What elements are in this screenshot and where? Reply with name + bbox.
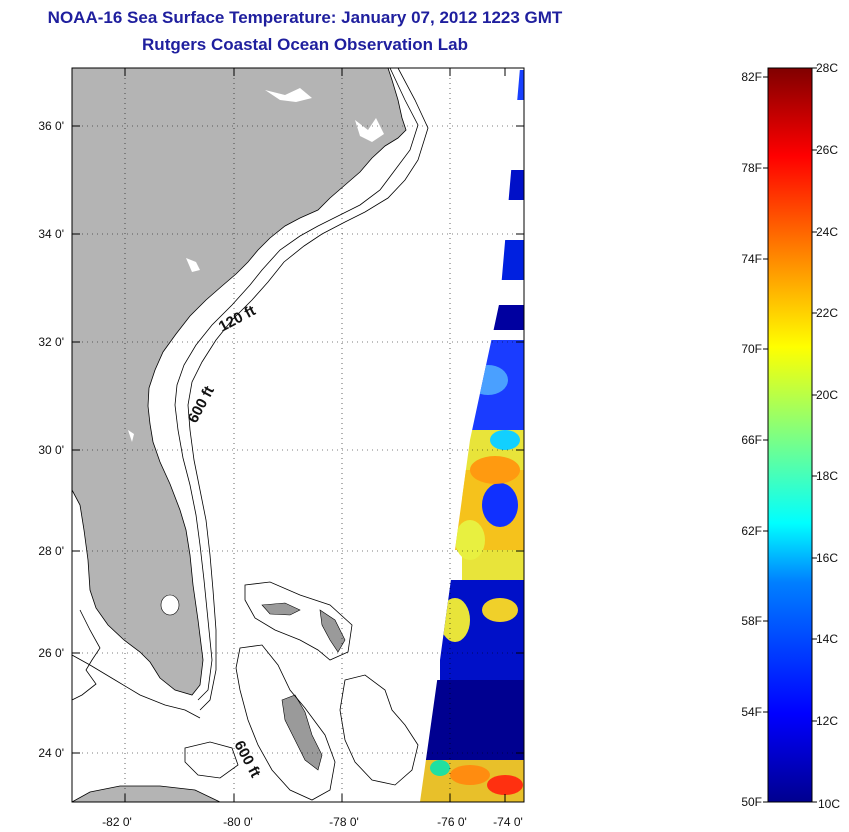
lat-label-28: 28 0' [38,544,64,558]
map-title: NOAA-16 Sea Surface Temperature: January… [47,8,563,27]
graticule [72,68,524,802]
contour-keys [72,654,201,719]
colorbar-f-58: 58F [741,614,762,628]
contour-east-bank [339,674,419,786]
contour-west-florida [72,609,101,701]
axis-ticks [72,68,524,802]
colorbar-c-18: 18C [816,469,838,483]
sound-4 [128,430,134,442]
map-subtitle: Rutgers Coastal Ocean Observation Lab [142,35,468,54]
colorbar-f-78: 78F [741,161,762,175]
lat-label-32: 32 0' [38,335,64,349]
colorbar-f-66: 66F [741,433,762,447]
map-frame [71,67,525,803]
land-bahamas-andros [281,694,323,771]
contour-bahamas-bank [244,581,353,661]
lat-label-26: 26 0' [38,646,64,660]
contour-great-bahama-bank [235,644,336,801]
colorbar-f-74: 74F [741,252,762,266]
land-cuba [72,785,221,802]
colorbar-c-20: 20C [816,388,838,402]
colorbar-gradient [767,67,813,803]
contour-cay-sal [184,741,239,779]
lon-label-74: -74 0' [493,815,523,829]
colorbar-f-70: 70F [741,342,762,356]
colorbar-c-26: 26C [816,143,838,157]
lon-label-82: -82 0' [102,815,132,829]
lake-okeechobee [160,594,180,616]
colorbar-c-28: 28C [816,61,838,75]
colorbar-c-16: 16C [816,551,838,565]
contour-600ft [187,68,429,711]
lon-label-76: -76 0' [437,815,467,829]
lon-label-80: -80 0' [223,815,253,829]
colorbar-f-62: 62F [741,524,762,538]
bathymetry-contours [72,68,429,801]
contour-120ft [174,68,419,701]
colorbar: 82F 78F 74F 70F 66F 62F 58F 54F 50F 28C … [741,61,840,811]
lat-label-30: 30 0' [38,443,64,457]
sound-1 [265,88,312,102]
lon-label-78: -78 0' [329,815,359,829]
sound-2 [355,118,384,142]
lat-label-24: 24 0' [38,746,64,760]
land-bahamas-abaco [319,609,346,653]
colorbar-c-24: 24C [816,225,838,239]
sound-3 [186,258,200,272]
land-bahamas-grand [261,602,301,616]
colorbar-f-50: 50F [741,795,762,809]
colorbar-c-14: 14C [816,632,838,646]
land-us-southeast [72,68,407,696]
colorbar-f-82: 82F [741,70,762,84]
lat-label-34: 34 0' [38,227,64,241]
colorbar-c-12: 12C [816,714,838,728]
colorbar-c-22: 22C [816,306,838,320]
colorbar-f-54: 54F [741,705,762,719]
map-panel: 120 ft 600 ft 600 ft 36 0' 34 0' 32 0' 3… [38,67,525,829]
colorbar-c-10: 10C [818,797,840,811]
lat-label-36: 36 0' [38,119,64,133]
